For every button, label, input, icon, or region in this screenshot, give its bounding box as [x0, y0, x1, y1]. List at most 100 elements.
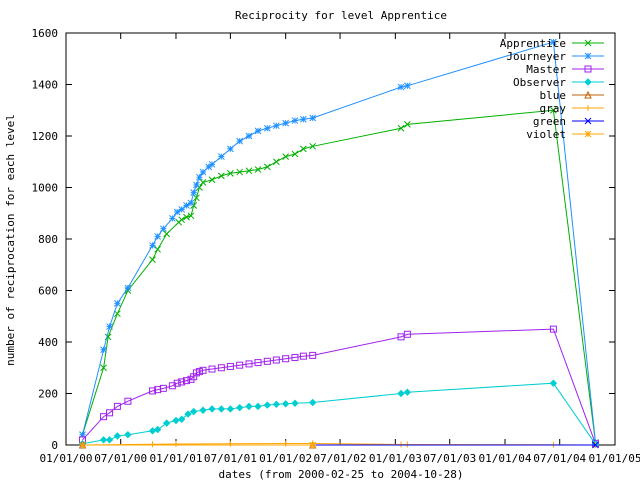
data-point — [149, 387, 157, 395]
legend-label: Journeyer — [506, 50, 566, 63]
x-tick-label: 07/01/01 — [204, 452, 257, 465]
data-point — [403, 330, 411, 338]
data-point — [195, 368, 203, 376]
data-point — [226, 362, 234, 370]
data-point — [584, 78, 592, 86]
legend-label: Master — [526, 63, 566, 76]
y-tick-label: 800 — [38, 233, 58, 246]
x-tick-label: 01/01/02 — [259, 452, 312, 465]
data-point — [199, 366, 207, 374]
legend-label: blue — [540, 89, 567, 102]
data-point — [309, 142, 317, 150]
data-point — [236, 168, 244, 176]
data-point — [584, 65, 592, 73]
data-point — [172, 416, 180, 425]
y-tick-label: 1400 — [32, 79, 59, 92]
data-point — [124, 397, 132, 405]
data-point — [299, 352, 307, 360]
data-point — [208, 405, 216, 413]
data-point — [272, 400, 281, 409]
x-tick-label: 01/01/05 — [589, 452, 640, 465]
y-axis: 0 200 400 600 800 1000 1200 1400 1600 — [32, 27, 615, 452]
data-point — [592, 441, 599, 449]
y-tick-label: 400 — [38, 336, 58, 349]
data-point — [154, 245, 162, 253]
data-point — [291, 399, 299, 407]
data-point — [100, 364, 107, 372]
data-point — [199, 178, 207, 186]
x-tick-label: 07/01/03 — [423, 452, 476, 465]
chart-title: Reciprocity for level Apprentice — [235, 9, 447, 22]
x-tick-label: 07/01/00 — [94, 452, 147, 465]
data-point — [184, 410, 192, 418]
series-layer — [78, 38, 600, 449]
x-tick-label: 01/01/01 — [149, 452, 202, 465]
series-violet — [79, 441, 317, 449]
data-point — [183, 213, 190, 221]
data-point — [308, 398, 317, 407]
data-point — [190, 407, 198, 416]
data-point — [584, 117, 592, 125]
data-point — [114, 310, 121, 318]
data-point — [584, 90, 592, 99]
data-point — [281, 400, 290, 408]
data-point — [99, 436, 108, 444]
data-point — [245, 167, 253, 175]
data-point — [263, 357, 271, 365]
data-point — [291, 150, 299, 158]
data-point — [218, 172, 225, 180]
data-point — [309, 351, 317, 359]
data-point — [263, 401, 272, 409]
data-point — [245, 402, 253, 411]
data-point — [550, 106, 557, 114]
data-point — [173, 379, 181, 387]
data-point — [397, 389, 405, 398]
data-point — [149, 256, 156, 263]
data-point — [208, 365, 216, 373]
data-point — [227, 169, 234, 177]
series-apprentice — [79, 106, 599, 446]
data-point — [199, 406, 207, 414]
legend-label: Observer — [513, 76, 566, 89]
x-tick-label: 01/01/00 — [40, 452, 93, 465]
data-point — [236, 361, 244, 369]
data-point — [272, 158, 280, 166]
x-tick-label: 01/01/04 — [479, 452, 532, 465]
data-point — [113, 402, 121, 410]
y-axis-label: number of reciprocation for each level — [4, 114, 17, 366]
data-point — [113, 432, 122, 440]
data-point — [272, 356, 280, 364]
data-point — [163, 230, 171, 238]
data-point — [291, 353, 299, 361]
data-point — [217, 405, 226, 413]
y-tick-label: 1200 — [32, 130, 59, 143]
plot-frame — [65, 32, 616, 446]
data-point — [187, 212, 195, 220]
data-point — [245, 360, 253, 368]
legend-label: Apprentice — [500, 37, 566, 50]
data-point — [193, 194, 200, 202]
data-point — [178, 378, 186, 386]
data-point — [254, 359, 262, 367]
data-point — [153, 425, 162, 434]
series-gray — [82, 440, 596, 448]
data-point — [584, 39, 592, 47]
data-point — [404, 121, 411, 128]
data-point — [549, 325, 557, 333]
data-point — [263, 163, 271, 171]
y-tick-label: 1000 — [32, 182, 59, 195]
data-point — [254, 402, 262, 411]
y-tick-label: 0 — [51, 439, 58, 452]
data-point — [182, 377, 190, 385]
data-point — [226, 405, 235, 413]
data-point — [235, 403, 244, 412]
y-tick-label: 600 — [38, 285, 58, 298]
data-point — [254, 166, 262, 173]
data-point — [105, 436, 114, 444]
data-point — [124, 430, 132, 439]
data-point — [282, 153, 290, 160]
data-point — [300, 145, 307, 153]
data-point — [106, 409, 114, 417]
data-point — [162, 419, 171, 427]
x-tick-label: 01/01/03 — [369, 452, 422, 465]
